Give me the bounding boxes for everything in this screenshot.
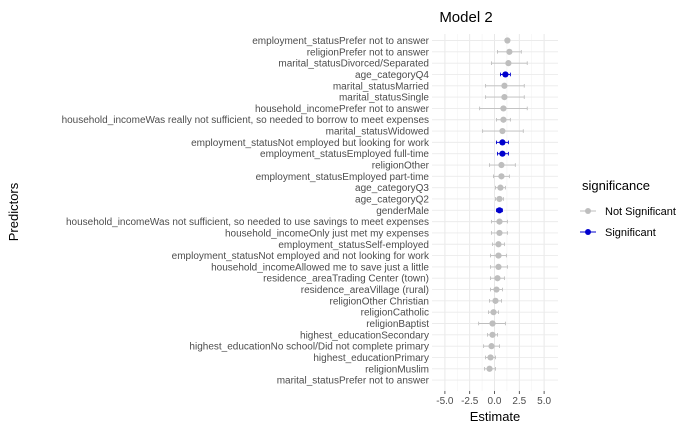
estimate-point (495, 263, 502, 270)
predictor-label: religionPrefer not to answer (307, 47, 430, 58)
estimate-point (499, 139, 506, 146)
predictor-label: marital_statusDivorced/Separated (278, 59, 429, 70)
legend-label-not-significant: Not Significant (605, 206, 676, 218)
estimate-point (486, 365, 493, 372)
predictor-label: marital_statusPrefer not to answer (277, 376, 430, 387)
x-tick-label: -5.0 (436, 396, 454, 407)
estimate-point (499, 127, 506, 135)
estimate-point (492, 297, 499, 304)
estimate-point (500, 105, 507, 112)
predictor-label: employment_statusNot employed but lookin… (191, 138, 430, 149)
estimate-point (493, 286, 500, 293)
plot-panel (432, 34, 558, 391)
estimate-point (495, 252, 502, 259)
predictor-label: highest_educationNo school/Did not compl… (189, 342, 429, 353)
y-axis-title: Predictors (6, 182, 21, 241)
predictor-label: genderMale (376, 206, 429, 217)
estimate-point (498, 161, 505, 169)
estimate-point (488, 343, 495, 350)
predictor-label: employment_statusPrefer not to answer (252, 36, 429, 47)
estimate-point (505, 60, 512, 67)
predictor-label: religionBaptist (366, 319, 429, 330)
predictor-label: religionCatholic (361, 308, 429, 319)
predictor-label: household_incomeOnly just met my expense… (225, 228, 429, 239)
x-tick-label: 2.5 (512, 396, 526, 407)
x-tick-label: 5.0 (537, 396, 551, 407)
predictor-label: employment_statusSelf-employed (278, 240, 429, 251)
chart-title: Model 2 (439, 9, 492, 26)
estimate-point (487, 354, 494, 361)
predictor-label: household_incomeAllowed me to save just … (211, 262, 429, 273)
confidence-intervals (478, 50, 528, 371)
predictor-label: employment_statusNot employed and not lo… (172, 251, 430, 262)
predictor-label: residence_areaTrading Center (town) (263, 274, 429, 285)
estimate-point (506, 48, 513, 55)
estimate-point (496, 195, 503, 203)
estimate-point (498, 173, 505, 180)
legend-title: significance (582, 178, 650, 193)
predictor-label: religionOther Christian (330, 296, 430, 307)
estimate-point (489, 320, 496, 327)
predictor-label: highest_educationPrimary (313, 353, 429, 364)
estimate-point (504, 37, 511, 44)
legend-label-significant: Significant (605, 227, 656, 239)
legend: significance Not Significant Significant (580, 178, 676, 239)
predictor-label: religionOther (372, 161, 430, 172)
estimate-point (501, 94, 508, 101)
estimate-point (500, 116, 507, 123)
estimate-points (486, 37, 513, 372)
predictor-label: household_incomeWas really not sufficien… (62, 115, 429, 126)
estimate-point (496, 207, 503, 214)
estimate-point (499, 150, 506, 157)
estimate-point (496, 218, 503, 225)
estimate-point (496, 229, 503, 237)
x-tick-labels: -5.0 -2.5 0.0 2.5 5.0 (436, 391, 551, 407)
estimate-point (501, 82, 508, 89)
estimate-point (497, 184, 504, 191)
predictor-label: highest_educationSecondary (300, 330, 429, 341)
x-tick-label: 0.0 (488, 396, 502, 407)
predictor-label: age_categoryQ3 (355, 183, 429, 194)
predictor-label: religionMuslim (365, 364, 429, 375)
x-tick-label: -2.5 (461, 396, 479, 407)
predictor-label: age_categoryQ2 (355, 194, 429, 205)
legend-key-not-significant (585, 208, 591, 214)
y-tick-labels: employment_statusPrefer not to answerrel… (62, 36, 430, 387)
predictor-label: employment_statusEmployed full-time (260, 149, 429, 160)
predictor-label: age_categoryQ4 (355, 70, 429, 81)
legend-key-significant (585, 229, 591, 235)
predictor-label: employment_statusEmployed part-time (256, 172, 430, 183)
predictor-label: household_incomePrefer not to answer (255, 104, 430, 115)
estimate-point (495, 241, 502, 248)
estimate-point (502, 71, 509, 78)
predictor-label: marital_statusSingle (339, 93, 429, 104)
predictor-label: household_incomeWas not sufficient, so n… (66, 217, 429, 228)
predictor-label: residence_areaVillage (rural) (301, 285, 429, 296)
estimate-point (490, 309, 497, 316)
estimate-point (489, 331, 496, 338)
x-axis-title: Estimate (470, 409, 521, 424)
estimate-point (494, 275, 501, 282)
predictor-label: marital_statusMarried (333, 81, 429, 92)
predictor-label: marital_statusWidowed (326, 127, 429, 138)
